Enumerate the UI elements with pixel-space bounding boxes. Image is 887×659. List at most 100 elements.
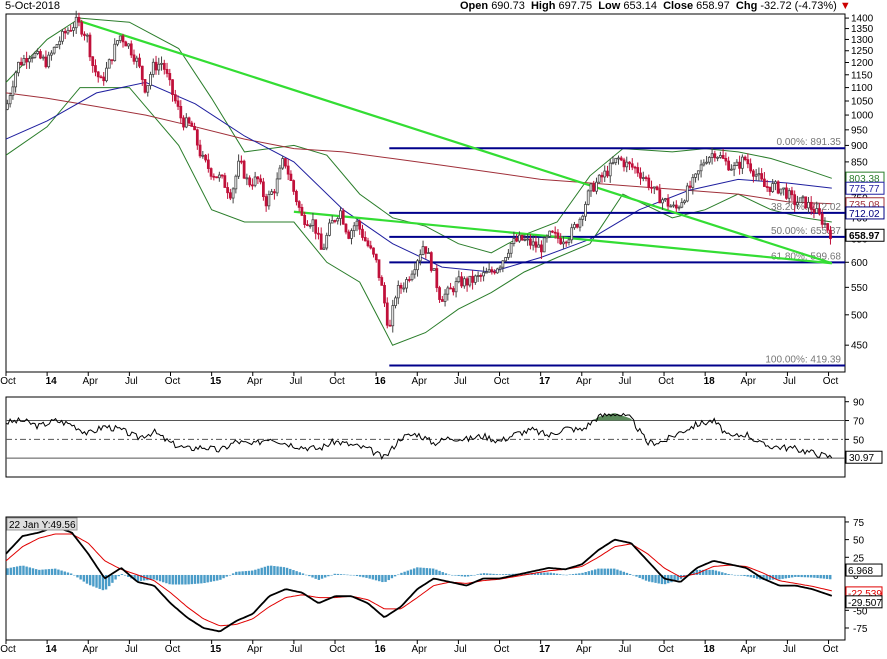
macd-histogram-bar [85, 574, 89, 584]
macd-histogram-bar [54, 568, 57, 575]
candle-body [457, 276, 461, 283]
candle-body [284, 158, 287, 167]
candle-body [380, 277, 384, 286]
macd-histogram-bar [746, 574, 749, 577]
x-axis-label: Oct [494, 376, 510, 387]
macd-histogram-bar [822, 574, 826, 579]
macd-histogram-bar [787, 574, 791, 578]
macd-histogram-bar [438, 570, 441, 575]
candle-body [347, 231, 351, 239]
candle-body [468, 275, 472, 286]
macd-histogram-bar [435, 569, 438, 575]
candle-body [215, 176, 218, 179]
macd-histogram-bar [276, 566, 279, 575]
candle-body [77, 16, 81, 23]
candle-body [396, 285, 400, 299]
candle-body [295, 190, 298, 203]
candle-body [402, 287, 406, 290]
macd-histogram-bar [101, 574, 105, 591]
candle-body [674, 204, 678, 209]
macd-histogram-bar [587, 571, 591, 575]
macd-histogram-bar [12, 567, 16, 575]
rsi-overbought-fill [594, 413, 632, 421]
candle-body [586, 190, 590, 205]
candle-body [217, 174, 221, 179]
candle-body [22, 58, 26, 66]
candle-body [418, 254, 422, 262]
price-y-tick-label: 950 [851, 125, 868, 136]
macd-x-axis-label: Jul [619, 644, 632, 655]
candle-body [88, 34, 92, 58]
macd-histogram-bar [412, 568, 416, 575]
macd-x-axis-label: Oct [658, 644, 674, 655]
macd-histogram-bar [292, 570, 295, 575]
macd-histogram-bar [654, 574, 657, 583]
candle-body [273, 191, 276, 194]
candle-body [41, 56, 45, 59]
chg-value: -32.72 (-4.73%) [760, 0, 837, 12]
macd-histogram-bar [254, 569, 257, 575]
macd-histogram-bar [733, 574, 737, 576]
macd-histogram-bar [206, 574, 209, 583]
macd-histogram-bar [524, 573, 527, 575]
macd-histogram-bar [806, 574, 810, 578]
candle-body [264, 196, 268, 207]
macd-y-tick-label: -50 [853, 606, 868, 617]
candle-body [696, 170, 700, 175]
candle-body [140, 65, 144, 80]
candle-body [107, 59, 111, 69]
macd-histogram-bar [416, 567, 419, 575]
candle-body [804, 196, 808, 209]
macd-histogram-bar [819, 574, 822, 579]
candle-body [245, 177, 249, 180]
macd-last-value-label: -29.507 [848, 598, 882, 609]
macd-histogram-bar [765, 574, 768, 580]
candle-body [520, 234, 524, 241]
candle-body [575, 224, 579, 228]
macd-x-axis-label: Oct [329, 644, 345, 655]
candle-body [796, 202, 799, 206]
candle-body [595, 181, 598, 192]
candle-body [432, 268, 436, 271]
macd-histogram-bar [794, 574, 797, 577]
x-axis-label: 17 [539, 376, 551, 387]
candle-body [74, 16, 78, 29]
candle-body [515, 238, 519, 242]
macd-histogram-bar [123, 574, 127, 576]
macd-histogram-bar [266, 565, 270, 575]
candle-body [619, 157, 623, 161]
macd-histogram-bar [19, 565, 22, 575]
high-label: High [530, 0, 556, 12]
candle-body [518, 234, 521, 242]
macd-x-axis-label: Jul [289, 644, 302, 655]
macd-tooltip: 22 Jan Y:49.56 [9, 520, 76, 531]
candle-body [504, 257, 508, 262]
macd-x-axis-label: Jul [125, 644, 138, 655]
candle-body [377, 259, 381, 278]
candle-body [113, 43, 117, 62]
candle-body [350, 230, 353, 239]
macd-histogram-bar [238, 571, 241, 575]
macd-histogram-bar [393, 574, 397, 577]
macd-histogram-bar [457, 574, 460, 576]
candle-body [355, 220, 359, 227]
macd-histogram-bar [222, 574, 225, 579]
macd-histogram-bar [279, 566, 282, 575]
macd-histogram-bar [603, 568, 606, 575]
macd-histogram-bar [498, 574, 502, 575]
macd-histogram-bar [559, 574, 562, 575]
macd-histogram-bar [339, 574, 343, 575]
price-y-tick-label: 550 [851, 283, 868, 294]
macd-histogram-bar [441, 572, 444, 575]
candle-body [358, 220, 362, 230]
candle-body [424, 246, 428, 254]
macd-histogram-bar [803, 574, 807, 578]
macd-histogram-bar [660, 574, 664, 585]
candle-body [438, 287, 441, 300]
candle-body [746, 159, 750, 165]
candle-body [628, 161, 631, 165]
macd-histogram-bar [409, 569, 413, 575]
candle-body [173, 94, 177, 102]
